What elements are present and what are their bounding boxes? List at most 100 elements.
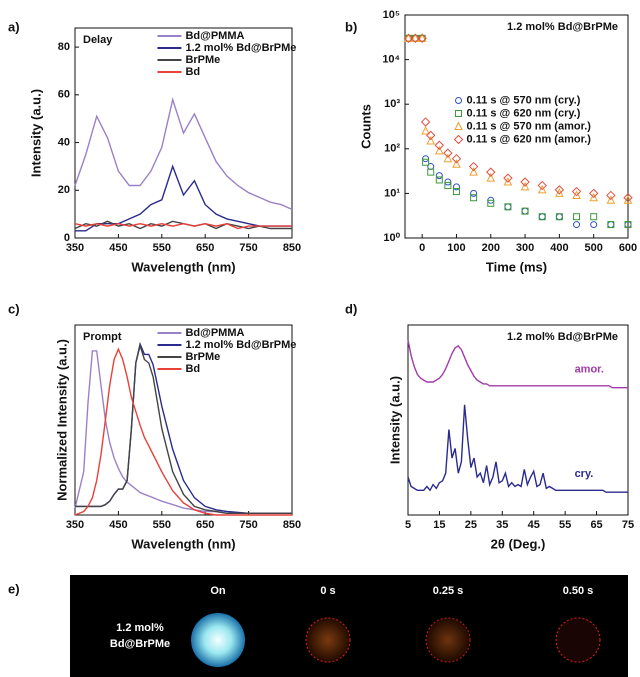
frame-label: 0.50 s [563,585,594,597]
data-point [537,180,547,191]
sample-label: Bd@BrPMe [110,638,170,650]
data-point [426,130,436,141]
series-label: cry. [575,468,594,480]
legend-label: Bd@PMMA [185,327,244,339]
y-axis-title: Normalized Intensity (a.u.) [54,339,69,501]
x-tick-label: 100 [447,242,465,254]
legend-label: Bd [185,66,200,78]
data-point [427,168,435,176]
y-tick-label: 20 [58,184,70,196]
x-tick-label: 550 [153,242,171,254]
y-tick-label: 60 [58,89,70,101]
x-tick-label: 650 [196,519,214,531]
sample-label: 1.2 mol% [116,622,164,634]
x-axis-title: Wavelength (nm) [131,259,235,274]
x-tick-label: 35 [496,519,508,531]
data-point [571,186,582,197]
data-point [555,213,563,221]
legend-label: 0.11 s @ 570 nm (amor.) [467,120,592,132]
panel-label: c) [8,301,20,316]
data-point [417,33,427,44]
x-tick-label: 550 [153,519,171,531]
series-line [74,96,293,211]
x-tick-label: 600 [619,242,637,254]
annotation: Delay [83,34,113,46]
data-point [521,207,529,215]
data-point [422,158,430,166]
data-point [422,155,430,163]
x-tick-label: 450 [109,242,127,254]
data-point [503,173,513,183]
x-tick-label: 400 [550,242,568,254]
panel-label: b) [345,19,357,34]
x-tick-label: 350 [66,242,84,254]
data-point [468,161,479,172]
x-axis-title: 2θ (Deg.) [491,536,546,551]
data-point [421,125,430,135]
data-point [410,33,420,42]
legend-marker [454,121,463,130]
data-point [520,181,530,191]
y-axis-title: Intensity (a.u.) [28,89,43,177]
x-tick-label: 5 [405,519,411,531]
data-point [470,194,478,202]
data-point [589,192,599,202]
data-point [555,188,564,197]
data-point [403,33,414,44]
series-line [74,347,292,516]
data-point [590,221,598,229]
legend-label: 0.11 s @ 570 nm (cry.) [467,94,581,106]
legend-marker [455,97,463,104]
x-axis-title: Time (ms) [486,259,547,274]
legend-label: 0.11 s @ 620 nm (cry.) [467,107,581,119]
x-tick-label: 75 [622,519,634,531]
x-tick-label: 850 [283,519,301,531]
data-point [486,167,496,177]
sample-afterglow [425,617,471,663]
data-point [572,190,581,199]
data-point [487,199,495,207]
series-line [407,404,628,493]
data-point [452,159,461,168]
y-tick-label: 0 [64,232,70,244]
x-tick-label: 25 [465,519,477,531]
x-tick-label: 0 [419,242,425,254]
y-tick-label: 10³ [384,98,400,110]
series-line [407,340,628,389]
data-point [504,203,512,211]
data-point [434,145,444,155]
data-point [538,213,546,221]
data-point [444,182,452,190]
x-tick-label: 500 [585,242,603,254]
legend-label: 1.2 mol% Bd@BrPMe [185,339,296,351]
series-line [75,164,292,232]
annotation: Prompt [83,331,122,343]
legend-label: BrPMe [185,351,220,363]
y-tick-label: 10⁰ [383,232,400,244]
panel-label: d) [345,301,357,316]
data-point [624,221,632,229]
x-tick-label: 55 [559,519,571,531]
data-point [451,153,462,164]
data-point [555,213,563,221]
series-label: amor. [575,364,604,376]
y-axis-title: Counts [358,104,373,149]
x-tick-label: 15 [433,519,445,531]
data-point [435,172,443,180]
data-point [590,213,598,221]
x-axis-title: Wavelength (nm) [131,536,235,551]
frame-label: 0.25 s [433,585,464,597]
data-point [520,177,530,187]
data-point [486,173,496,182]
data-point [554,185,565,195]
x-tick-label: 300 [516,242,534,254]
data-point [588,188,599,199]
sample-afterglow [305,617,351,663]
legend-marker [455,110,463,117]
panel-label: a) [8,19,20,34]
y-tick-label: 10⁵ [383,9,400,21]
data-point [504,203,512,211]
x-tick-label: 200 [482,242,500,254]
data-point [426,135,436,145]
data-point [434,140,445,150]
